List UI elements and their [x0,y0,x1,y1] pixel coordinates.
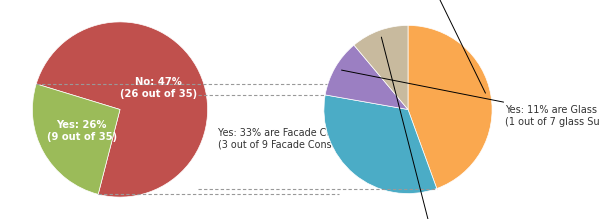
Text: Yes: 11% are Glass Suppliers
(1 out of 7 glass Suppliers): Yes: 11% are Glass Suppliers (1 out of 7… [341,70,600,127]
Wedge shape [36,22,208,197]
Wedge shape [324,95,437,194]
Text: Yes: 45% are Architects
(4 out of 9 Architects): Yes: 45% are Architects (4 out of 9 Arch… [374,0,489,93]
Wedge shape [32,84,120,194]
Text: Yes: 26%
(9 out of 35): Yes: 26% (9 out of 35) [47,120,117,142]
Wedge shape [408,25,492,189]
Text: No: 47%
(26 out of 35): No: 47% (26 out of 35) [119,77,197,99]
Text: Yes: 33% are Facade Consultants
(3 out of 9 Facade Consultants): Yes: 33% are Facade Consultants (3 out o… [218,128,377,150]
Text: Yes: 11% are Facade Contractors
(1 out of 10 Facade Contractors): Yes: 11% are Facade Contractors (1 out o… [353,37,513,219]
Wedge shape [354,25,408,110]
Wedge shape [325,45,408,110]
